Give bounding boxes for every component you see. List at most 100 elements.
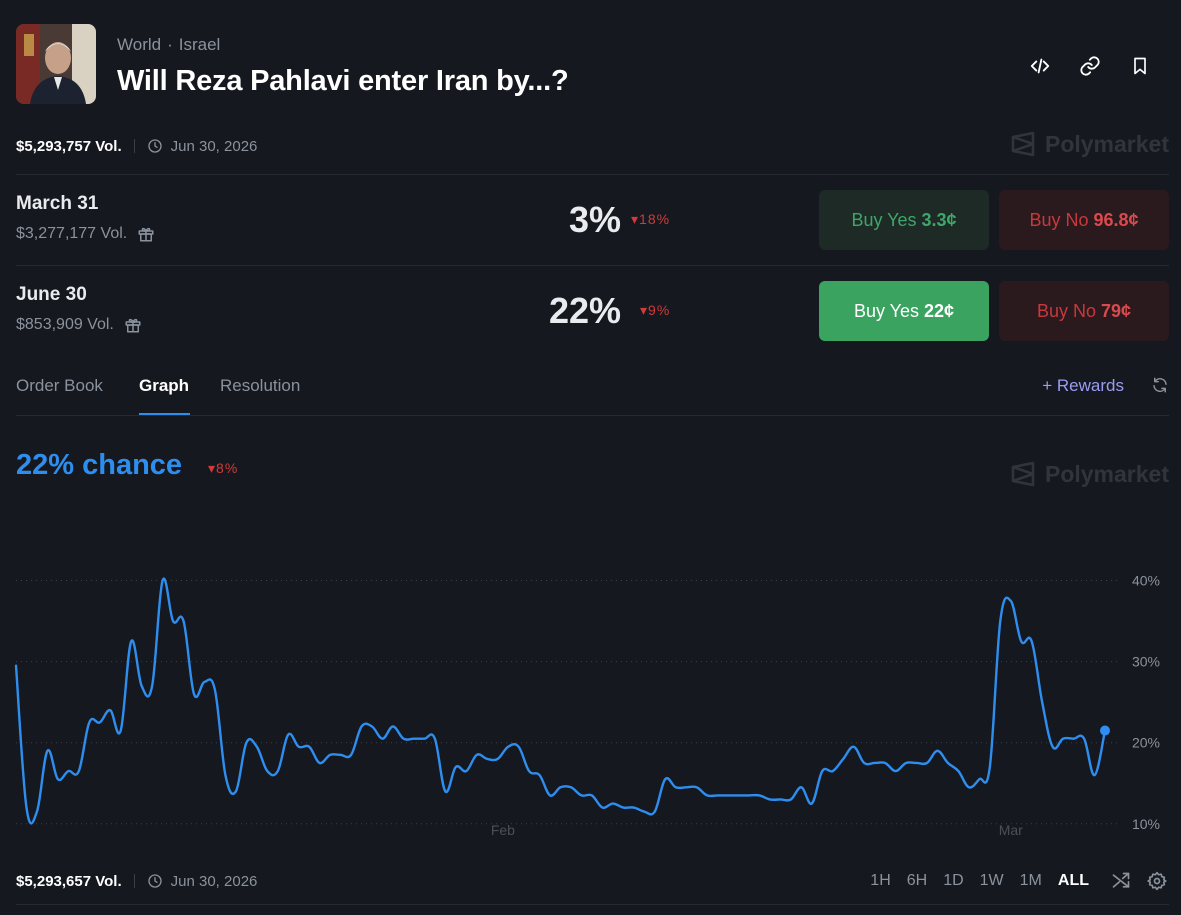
x-tick-label: Mar xyxy=(999,822,1023,838)
down-triangle-icon: ▾ xyxy=(208,460,217,476)
down-triangle-icon: ▾ xyxy=(631,211,640,227)
polymarket-wordmark: Polymarket xyxy=(1044,130,1169,157)
rewards-button[interactable]: + Rewards xyxy=(1042,376,1124,396)
range-6h[interactable]: 6H xyxy=(906,872,928,889)
buy-no-price: 96.8¢ xyxy=(1093,209,1139,230)
y-tick-label: 30% xyxy=(1132,654,1160,670)
outcome-row-june-30[interactable]: June 30 $853,909 Vol. 22% ▾9% Buy Yes 22¢… xyxy=(16,266,1169,356)
y-tick-label: 10% xyxy=(1132,816,1160,832)
divider xyxy=(16,174,1169,175)
outcome-percent: 22% xyxy=(548,290,621,331)
down-triangle-icon: ▾ xyxy=(640,302,649,318)
outcome-percent: 3% xyxy=(568,199,621,240)
buy-no-label: Buy No xyxy=(1029,209,1089,230)
footer-meta: $5,293,657 Vol. Jun 30, 2026 xyxy=(16,869,257,893)
market-meta: $5,293,757 Vol. Jun 30, 2026 xyxy=(16,134,257,158)
outcome-name: March 31 xyxy=(16,193,99,214)
buy-no-price: 79¢ xyxy=(1100,300,1132,321)
gift-icon[interactable] xyxy=(137,225,155,243)
buy-yes-price: 22¢ xyxy=(924,300,955,321)
breadcrumb: World · Israel xyxy=(117,35,220,55)
bookmark-button[interactable] xyxy=(1115,52,1165,80)
buy-yes-label: Buy Yes xyxy=(853,300,919,321)
divider xyxy=(16,265,1169,266)
footer-divider xyxy=(16,904,1169,905)
polymarket-logo: Polymarket xyxy=(1009,130,1169,158)
tab-graph[interactable]: Graph xyxy=(139,376,190,395)
price-chart[interactable]: 40% 30% 20% 10% Feb Mar xyxy=(0,540,1181,850)
outcome-change: ▾18% xyxy=(631,211,670,228)
outcome-volume: $853,909 Vol. xyxy=(16,316,142,334)
buy-no-label: Buy No xyxy=(1036,300,1096,321)
buy-yes-button[interactable]: Buy Yes 3.3¢ xyxy=(819,190,989,250)
footer-end-date: Jun 30, 2026 xyxy=(147,872,258,890)
gift-icon[interactable] xyxy=(124,316,142,334)
x-tick-label: Feb xyxy=(491,822,515,838)
refresh-icon xyxy=(1153,377,1167,393)
range-1m[interactable]: 1M xyxy=(1019,872,1042,889)
active-tab-indicator xyxy=(139,413,190,415)
detail-tabs: Order Book Graph Resolution + Rewards xyxy=(16,372,1169,416)
footer-volume: $5,293,657 Vol. xyxy=(16,872,122,890)
breadcrumb-separator: · xyxy=(167,35,173,54)
meta-separator xyxy=(133,874,135,888)
range-all[interactable]: ALL xyxy=(1057,872,1089,889)
breadcrumb-subcategory[interactable]: Israel xyxy=(178,35,221,54)
market-header: World · Israel Will Reza Pahlavi enter Ira… xyxy=(16,24,1165,104)
chance-change: ▾8% xyxy=(208,460,238,477)
outcome-volume: $3,277,177 Vol. xyxy=(16,225,155,243)
footer-end-date-text: Jun 30, 2026 xyxy=(170,872,258,890)
compare-button[interactable] xyxy=(1111,871,1131,891)
outcome-volume-text: $853,909 Vol. xyxy=(16,316,114,333)
range-1w[interactable]: 1W xyxy=(979,872,1004,889)
chart-y-axis: 40% 30% 20% 10% xyxy=(1132,573,1160,832)
outcome-change: ▾9% xyxy=(640,302,670,319)
market-thumbnail[interactable] xyxy=(16,24,96,104)
plus-icon: + xyxy=(1042,376,1057,395)
tabs-divider xyxy=(16,415,1169,416)
chart-points xyxy=(1100,725,1110,736)
buy-yes-button[interactable]: Buy Yes 22¢ xyxy=(819,281,989,341)
range-1h[interactable]: 1H xyxy=(870,872,891,889)
polymarket-logo-icon xyxy=(1011,131,1035,157)
header-actions xyxy=(1015,52,1165,80)
y-tick-label: 20% xyxy=(1132,735,1160,751)
rewards-label: Rewards xyxy=(1056,376,1124,395)
tab-order-book[interactable]: Order Book xyxy=(16,376,103,395)
buy-yes-label: Buy Yes xyxy=(851,209,917,230)
link-icon xyxy=(1080,56,1100,76)
refresh-button[interactable] xyxy=(1151,376,1169,399)
buy-yes-price: 3.3¢ xyxy=(921,209,957,230)
embed-icon xyxy=(1030,58,1050,74)
polymarket-logo-icon xyxy=(1011,461,1035,487)
range-1d[interactable]: 1D xyxy=(943,872,964,889)
chart-settings-button[interactable] xyxy=(1147,871,1167,891)
meta-separator xyxy=(133,139,135,153)
clock-icon xyxy=(147,139,162,153)
chart-x-axis: Feb Mar xyxy=(491,822,1023,838)
buy-no-button[interactable]: Buy No 79¢ xyxy=(999,281,1169,341)
market-title: Will Reza Pahlavi enter Iran by...? xyxy=(117,65,569,97)
gear-icon xyxy=(1147,871,1167,891)
polymarket-logo: Polymarket xyxy=(1009,460,1169,488)
chance-change-value: 8% xyxy=(216,460,239,476)
outcome-row-march-31[interactable]: March 31 $3,277,177 Vol. 3% ▾18% Buy Yes… xyxy=(16,175,1169,265)
end-date: Jun 30, 2026 xyxy=(147,137,258,155)
breadcrumb-category[interactable]: World xyxy=(117,35,162,54)
portrait-image xyxy=(16,24,96,104)
polymarket-wordmark: Polymarket xyxy=(1044,460,1169,487)
outcome-change-value: 18% xyxy=(639,211,671,227)
copy-link-button[interactable] xyxy=(1065,52,1115,80)
outcome-volume-text: $3,277,177 Vol. xyxy=(16,225,128,242)
chart-grid xyxy=(16,580,1118,825)
buy-no-button[interactable]: Buy No 96.8¢ xyxy=(999,190,1169,250)
tab-resolution[interactable]: Resolution xyxy=(220,376,301,395)
end-date-text: Jun 30, 2026 xyxy=(170,137,258,155)
bookmark-icon xyxy=(1134,57,1146,75)
shuffle-icon xyxy=(1112,872,1130,888)
clock-icon xyxy=(147,874,162,888)
y-tick-label: 40% xyxy=(1132,573,1160,589)
embed-button[interactable] xyxy=(1015,52,1065,80)
total-volume: $5,293,757 Vol. xyxy=(16,137,122,155)
current-point xyxy=(1100,725,1110,736)
